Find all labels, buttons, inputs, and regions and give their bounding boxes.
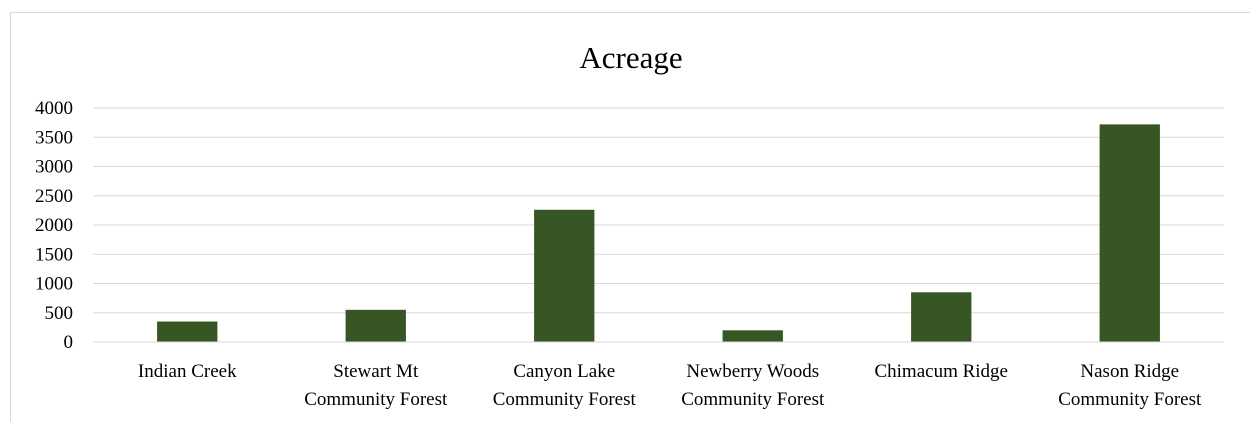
chart-title: Acreage — [579, 40, 682, 75]
y-tick-label: 0 — [64, 332, 74, 353]
x-category-label-line: Community Forest — [1058, 389, 1202, 410]
x-category-label: Canyon Lake Community Forest — [493, 361, 637, 410]
y-axis-tick-labels: 0 500 1000 1500 2000 2500 3000 3500 4000 — [35, 98, 73, 353]
bar — [345, 309, 406, 342]
chart-area — [10, 12, 1250, 422]
x-category-label: Stewart Mt Community Forest — [304, 361, 448, 410]
x-axis-category-labels: Indian Creek Stewart Mt Community ForestCa… — [138, 361, 1202, 410]
bars — [157, 124, 1160, 342]
y-tick-label: 1500 — [35, 244, 73, 265]
bar — [722, 330, 783, 342]
y-tick-label: 1000 — [35, 274, 73, 295]
y-tick-label: 2000 — [35, 215, 73, 236]
x-category-label-line: Community Forest — [681, 389, 825, 410]
y-tick-label: 500 — [45, 303, 74, 324]
gridlines — [93, 107, 1224, 314]
y-tick-label: 4000 — [35, 98, 73, 119]
x-category-label-line: Newberry Woods — [686, 361, 819, 382]
x-category-label-line: Nason Ridge — [1080, 361, 1179, 382]
y-tick-label: 2500 — [35, 186, 73, 207]
bar — [911, 292, 972, 342]
x-category-label-line: Community Forest — [304, 389, 448, 410]
x-category-label: Indian Creek — [138, 361, 237, 382]
x-category-label: Nason Ridge Community Forest — [1058, 361, 1202, 410]
x-category-label: Newberry Woods Community Forest — [681, 361, 825, 410]
x-category-label-line: Canyon Lake — [513, 361, 615, 382]
x-category-label-line: Stewart Mt — [333, 361, 419, 382]
y-tick-label: 3000 — [35, 157, 73, 178]
bar — [534, 209, 595, 342]
bar — [157, 321, 218, 342]
x-category-label-line: Indian Creek — [138, 361, 237, 382]
x-category-label-line: Community Forest — [493, 389, 637, 410]
x-category-label: Chimacum Ridge — [874, 361, 1008, 382]
y-tick-label: 3500 — [35, 127, 73, 148]
x-category-label-line: Chimacum Ridge — [874, 361, 1008, 382]
bar — [1099, 124, 1160, 342]
